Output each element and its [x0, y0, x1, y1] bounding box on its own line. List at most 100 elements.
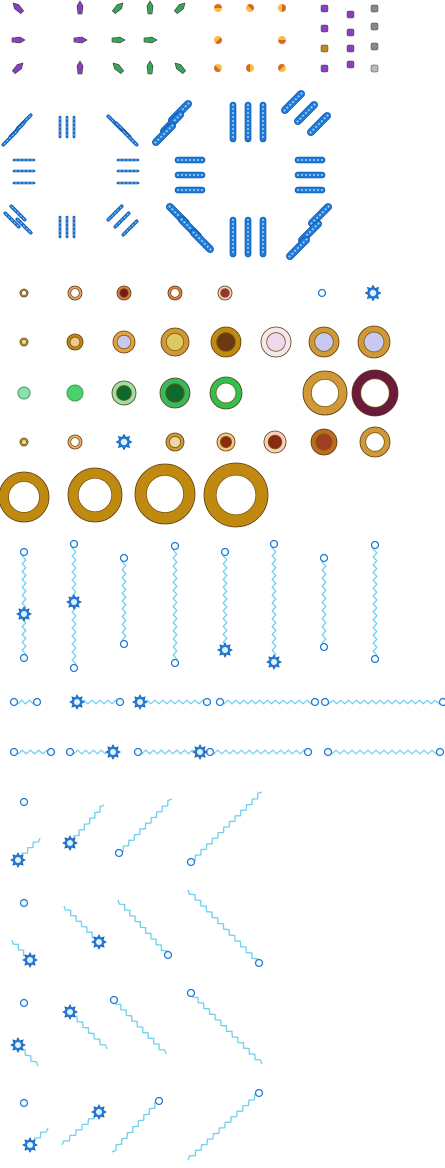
bar-icon [65, 215, 69, 239]
bar-icon [244, 216, 252, 258]
bar-icon [3, 211, 21, 229]
bar-icon [259, 216, 267, 258]
bar-icon [121, 219, 139, 237]
bar-icon [12, 158, 36, 162]
gem-icon [370, 64, 379, 73]
bolt-node-icon [19, 653, 29, 663]
ring-icon [66, 333, 84, 351]
lightning-bolt-icon [69, 749, 114, 755]
lightning-bolt-icon [111, 1100, 160, 1153]
bar-icon [113, 211, 131, 229]
bar-icon [174, 186, 206, 194]
gold-star-icon [115, 433, 133, 451]
ring-icon [351, 369, 399, 417]
ring-sprites [0, 284, 399, 528]
bolt-node-icon [114, 848, 124, 858]
arrow-icon [112, 62, 125, 75]
arrow-icon [111, 2, 124, 15]
ring-icon [112, 330, 136, 354]
gem-icon [346, 10, 355, 19]
lightning-bolt-icon [271, 543, 277, 663]
bolt-node-icon [254, 958, 264, 968]
lightning-bolt-icon [321, 557, 327, 648]
bolt-star-icon [265, 653, 283, 671]
ring-icon [310, 428, 338, 456]
rotated-bar-sprites [1, 90, 332, 260]
ring-icon [19, 337, 29, 347]
ring-icon [67, 434, 83, 450]
bolt-node-icon [19, 797, 29, 807]
gem-icon [346, 44, 355, 53]
bolt-node-icon [370, 540, 380, 550]
lightning-bolt-icon [69, 804, 105, 844]
bolt-node-icon [438, 697, 445, 707]
bar-icon [294, 171, 326, 179]
ring-icon [203, 462, 269, 528]
bar-icon [58, 115, 62, 139]
bolt-star-icon [131, 693, 149, 711]
half-circle-icon [214, 64, 222, 72]
half-circle-icon [278, 64, 286, 72]
arrow-sprites [11, 0, 187, 75]
bar-icon [307, 112, 331, 136]
bar-icon [244, 101, 252, 143]
bolt-star-icon [90, 1103, 108, 1121]
bar-icon [229, 101, 237, 143]
bolt-node-icon [19, 998, 29, 1008]
ring-icon [260, 326, 292, 358]
ring-icon [302, 370, 348, 416]
lightning-sprites [9, 539, 445, 1161]
gem-icon [346, 28, 355, 37]
bolt-star-icon [65, 593, 83, 611]
bar-icon [1, 129, 19, 147]
bolt-node-icon [186, 988, 196, 998]
bolt-star-icon [9, 851, 27, 869]
arrow-icon [146, 0, 154, 15]
ring-icon [67, 467, 123, 523]
ring-icon [216, 432, 236, 452]
bar-icon [72, 215, 76, 239]
bolt-node-icon [170, 658, 180, 668]
lightning-bolt-icon [190, 992, 263, 1065]
ring-icon [116, 285, 132, 301]
gem-icon [320, 64, 329, 73]
bar-icon [286, 236, 310, 260]
arrow-icon [73, 36, 88, 44]
gem-icon [370, 42, 379, 51]
lightning-bolt-icon [13, 699, 38, 705]
gem-icon [370, 4, 379, 13]
bar-icon [281, 90, 305, 114]
bolt-node-icon [320, 697, 330, 707]
ring-icon [160, 327, 190, 357]
lightning-bolt-icon [209, 749, 309, 755]
arrow-icon [76, 60, 84, 75]
ring-icon [209, 376, 243, 410]
bolt-node-icon [310, 697, 320, 707]
ring-icon [0, 471, 50, 523]
bar-icon [106, 204, 124, 222]
lightning-bolt-icon [61, 1111, 100, 1146]
star-orb-icon [364, 284, 382, 302]
lightning-bolt-icon [172, 545, 178, 664]
lightning-bolt-icon [187, 1092, 260, 1161]
bolt-node-icon [19, 1098, 29, 1108]
bolt-star-icon [216, 641, 234, 659]
bar-icon [15, 217, 33, 235]
bolt-star-icon [15, 605, 33, 623]
bolt-node-icon [109, 995, 119, 1005]
bolt-node-icon [133, 747, 143, 757]
arrow-icon [11, 62, 24, 75]
bolt-node-icon [186, 857, 196, 867]
arrow-icon [143, 36, 158, 44]
gem-icon [370, 22, 379, 31]
bar-icon [58, 215, 62, 239]
arrow-icon [12, 2, 25, 15]
half-circle-icon [246, 4, 254, 12]
ring-icon [165, 432, 185, 452]
bolt-node-icon [215, 697, 225, 707]
bar-icon [116, 158, 140, 162]
bolt-node-icon [19, 547, 29, 557]
bolt-star-icon [61, 1003, 79, 1021]
green-orb-icon [17, 386, 31, 400]
half-circle-icon [214, 36, 222, 44]
